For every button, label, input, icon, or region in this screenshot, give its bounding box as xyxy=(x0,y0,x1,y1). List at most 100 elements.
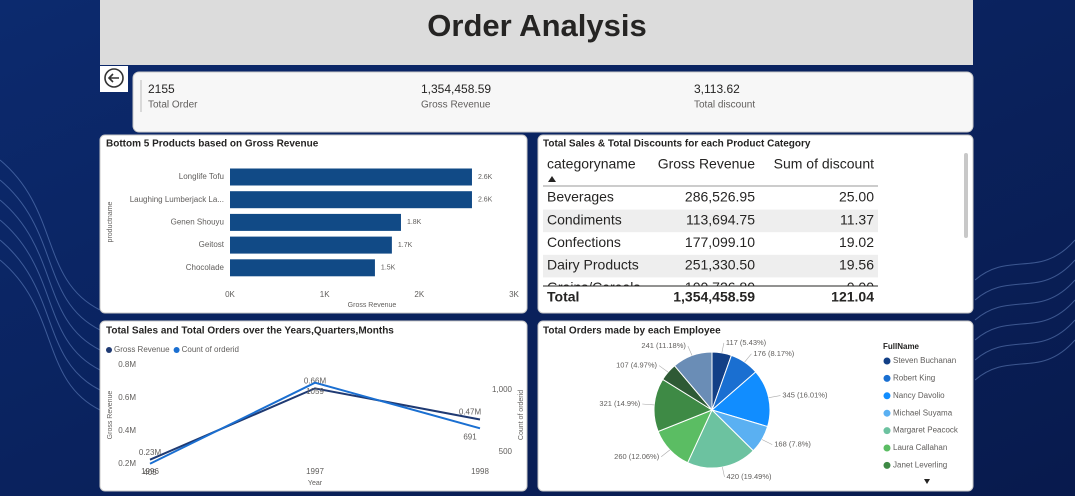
data-label: 0.47M xyxy=(459,408,482,417)
leader-line xyxy=(721,342,725,353)
data-label: 2.6K xyxy=(478,197,493,204)
legend-label: Janet Leverling xyxy=(893,461,947,470)
kpi-label: Gross Revenue xyxy=(421,100,491,111)
legend-label: Michael Suyama xyxy=(893,408,953,417)
kpi-value: 1,354,458.59 xyxy=(421,82,491,96)
y-axis-label: Gross Revenue xyxy=(107,391,114,440)
table-header: Gross Revenue xyxy=(658,156,755,172)
data-label: 2.6K xyxy=(478,174,493,181)
table-cell: 113,694.75 xyxy=(686,211,755,227)
kpi-label: Total Order xyxy=(148,100,198,111)
legend-label: Margaret Peacock xyxy=(893,426,959,435)
data-label: 0.66M xyxy=(304,376,327,385)
x-tick-label: 1K xyxy=(320,290,330,299)
kpi-panel xyxy=(132,71,974,133)
legend-label: Robert King xyxy=(893,374,935,383)
row-stripe xyxy=(543,254,878,278)
table-cell: Condiments xyxy=(547,211,622,227)
panel-title: Bottom 5 Products based on Gross Revenue xyxy=(106,139,319,150)
data-label: 241 (11.18%) xyxy=(641,341,686,350)
panel-title: Total Sales and Total Orders over the Ye… xyxy=(106,326,394,337)
legend-scroll[interactable] xyxy=(924,479,930,484)
data-label: 321 (14.9%) xyxy=(599,399,640,408)
wave-decoration xyxy=(0,159,1075,411)
y2-tick-label: 500 xyxy=(499,447,513,456)
legend-swatch xyxy=(883,374,891,382)
y-tick-label: 0.8M xyxy=(118,360,136,369)
header xyxy=(100,0,973,65)
data-label: 168 (7.8%) xyxy=(774,440,811,449)
leader-line xyxy=(642,403,655,406)
data-label: 345 (16.01%) xyxy=(782,391,828,400)
y2-axis-label: Count of orderid xyxy=(518,390,525,440)
leader-line xyxy=(661,449,671,458)
legend-swatch xyxy=(883,427,891,435)
page-title: Order Analysis xyxy=(427,8,646,43)
legend-label: Gross Revenue xyxy=(114,345,170,354)
legend-swatch xyxy=(173,347,180,353)
category-label: Genen Shouyu xyxy=(171,218,224,227)
data-label: 1.5K xyxy=(381,265,396,272)
table-cell: 177,099.10 xyxy=(685,234,755,250)
back-button[interactable] xyxy=(104,68,124,88)
leader-line xyxy=(744,353,752,363)
data-label: 405 xyxy=(143,468,157,477)
legend-title: FullName xyxy=(883,342,920,351)
panel-title: Total Sales & Total Discounts for each P… xyxy=(543,139,811,150)
table-total: 1,354,458.59 xyxy=(673,289,755,305)
x-axis-label: Year xyxy=(308,480,323,487)
table-cell: 19.56 xyxy=(839,257,874,273)
data-label: 1059 xyxy=(306,387,324,396)
line-series xyxy=(149,381,481,465)
legend-swatch xyxy=(106,347,112,353)
data-label: 691 xyxy=(463,432,477,441)
category-label: Chocolade xyxy=(186,263,225,272)
data-label: 260 (12.06%) xyxy=(614,452,660,461)
table-cell: 11.37 xyxy=(840,211,874,227)
table-cell: Grains/Cereals xyxy=(547,279,640,295)
legend-swatch xyxy=(883,392,891,400)
table-cell: 0.00 xyxy=(847,279,874,295)
table-total: 121.04 xyxy=(831,289,874,305)
category-label: Longlife Tofu xyxy=(179,172,224,181)
leader-line xyxy=(687,346,693,356)
x-tick-label: 1997 xyxy=(306,467,324,476)
data-label: 1.7K xyxy=(398,242,413,249)
table-cell: Confections xyxy=(547,234,621,250)
bar xyxy=(230,259,375,277)
legend-label: Steven Buchanan xyxy=(893,356,956,365)
pie-slice xyxy=(653,378,714,433)
y-tick-label: 0.2M xyxy=(118,459,136,468)
bar xyxy=(230,213,401,231)
leader-line xyxy=(768,395,781,399)
bar xyxy=(230,236,392,254)
table-cell: 19.02 xyxy=(839,234,874,250)
table-cell: Beverages xyxy=(547,189,614,205)
panel-title: Total Orders made by each Employee xyxy=(543,326,721,337)
row-stripe xyxy=(543,209,878,233)
legend-swatch xyxy=(883,444,891,452)
scrollbar[interactable] xyxy=(964,153,968,238)
sort-indicator[interactable] xyxy=(548,176,556,182)
data-label: 176 (8.17%) xyxy=(753,349,794,358)
data-label: 117 (5.43%) xyxy=(726,338,767,347)
table-cell: 286,526.95 xyxy=(685,189,755,205)
back-button-bg[interactable] xyxy=(100,66,128,92)
table-cell: 100,726.80 xyxy=(685,279,755,295)
y2-tick-label: 1,000 xyxy=(492,385,513,394)
table-total: Total xyxy=(547,289,579,305)
table-body: Beverages 286,526.95 25.00 Condiments 113,69… xyxy=(543,189,878,295)
y-tick-label: 0.4M xyxy=(118,426,136,435)
x-tick-label: 3K xyxy=(509,290,519,299)
leader-line xyxy=(761,439,773,445)
x-tick-label: 1998 xyxy=(471,467,489,476)
bar xyxy=(230,191,472,209)
category-label: Laughing Lumberjack La... xyxy=(130,195,224,204)
x-tick-label: 1996 xyxy=(141,467,159,476)
legend-label: Count of orderid xyxy=(182,345,239,354)
legend-swatch xyxy=(883,357,891,365)
x-tick-label: 0K xyxy=(225,290,235,299)
table-cell: 25.00 xyxy=(839,189,874,205)
